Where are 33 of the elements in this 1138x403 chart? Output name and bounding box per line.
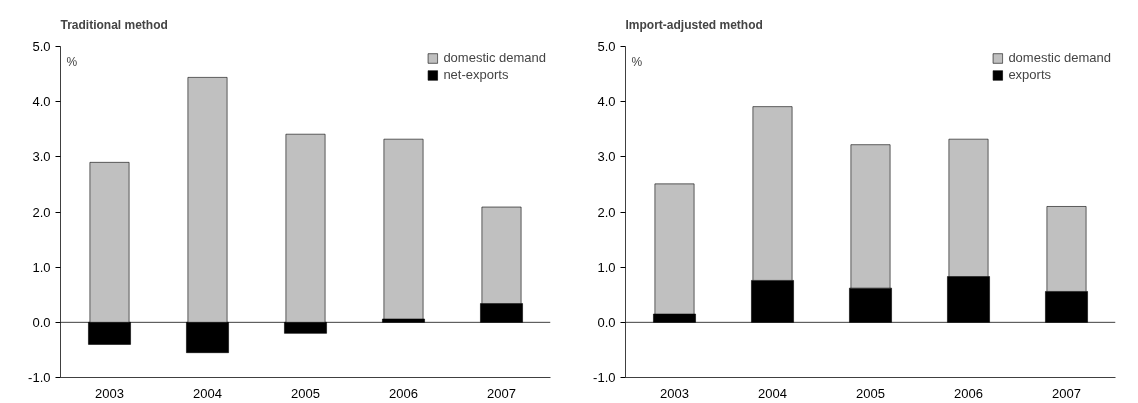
x-tick-label: 2004 [758, 385, 787, 401]
y-tick-label: 1.0 [597, 259, 616, 275]
x-tick-label: 2005 [856, 385, 885, 401]
bar [383, 138, 424, 320]
x-tick-label: 2006 [954, 385, 983, 401]
y-tick-label: 5.0 [32, 39, 51, 54]
y-tick-label: 3.0 [597, 149, 616, 165]
legend-label: domestic demand [443, 50, 546, 65]
x-tick-label: 2007 [487, 385, 516, 401]
y-tick-label: 4.0 [597, 94, 616, 110]
y-tick-label: -1.0 [28, 370, 51, 385]
y-tick-label: -1.0 [593, 370, 616, 385]
y-tick-label: 2.0 [597, 204, 616, 220]
x-tick-label: 2003 [95, 385, 124, 401]
chart-title: Traditional method [60, 17, 168, 32]
x-tick-label: 2003 [660, 385, 689, 401]
y-tick-label: 2.0 [32, 204, 51, 220]
legend-label: net-exports [443, 67, 509, 82]
legend-label: domestic demand [1008, 50, 1111, 65]
y-tick-label: 5.0 [597, 39, 616, 54]
x-tick-label: 2005 [291, 385, 320, 401]
y-axis-title: % [631, 54, 643, 69]
x-tick-label: 2004 [193, 385, 222, 401]
chart-title: Import-adjusted method [625, 17, 763, 32]
x-tick-label: 2006 [389, 385, 418, 401]
legend-label: exports [1008, 67, 1052, 82]
y-tick-label: 0.0 [32, 314, 51, 330]
y-axis-title: % [66, 54, 78, 69]
x-tick-label: 2007 [1052, 385, 1081, 401]
y-tick-label: 3.0 [32, 149, 51, 165]
y-tick-label: 1.0 [32, 259, 51, 275]
y-tick-label: 0.0 [597, 314, 616, 330]
y-tick-label: 4.0 [32, 94, 51, 110]
